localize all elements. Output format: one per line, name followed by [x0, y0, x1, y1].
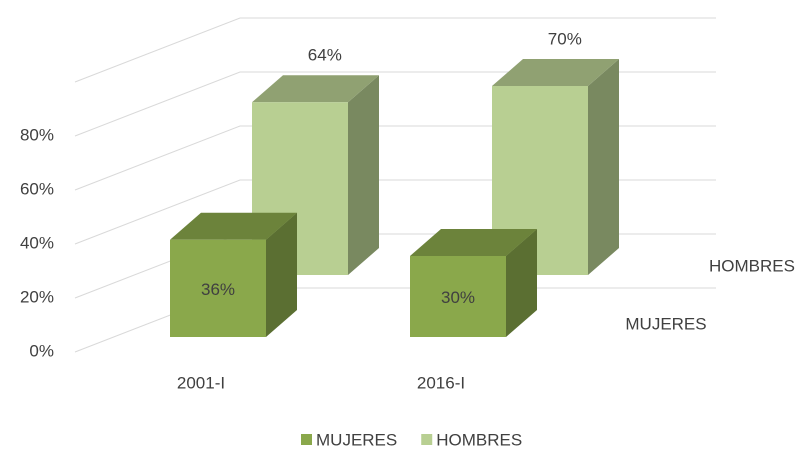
legend-swatch — [301, 434, 312, 445]
y-tick-label: 60% — [20, 179, 54, 198]
bar-top — [492, 59, 619, 86]
grid-line — [74, 17, 716, 83]
bar-side — [266, 212, 297, 337]
y-tick-label: 20% — [20, 287, 54, 306]
y-tick-label: 40% — [20, 233, 54, 252]
bar-top — [252, 75, 379, 103]
legend-label: HOMBRES — [436, 430, 522, 449]
bar-side — [506, 229, 537, 337]
y-tick-label: 0% — [29, 341, 54, 360]
bar — [492, 59, 619, 275]
x-tick-label: 2001-I — [177, 373, 225, 392]
bar-front — [410, 256, 506, 337]
bar-top — [410, 229, 537, 256]
value-label: 30% — [441, 288, 475, 307]
value-label: 70% — [548, 29, 582, 48]
bar-side — [348, 75, 379, 275]
bar-top — [170, 212, 297, 240]
series-axis-label: HOMBRES — [709, 256, 795, 275]
value-label: 36% — [201, 280, 235, 299]
legend-swatch — [421, 434, 433, 445]
x-tick-label: 2016-I — [417, 373, 465, 392]
bar — [410, 229, 537, 337]
bar-front — [492, 86, 588, 275]
value-label: 64% — [308, 46, 342, 65]
bar — [170, 212, 297, 337]
bar-front — [170, 239, 266, 337]
legend-label: MUJERES — [316, 430, 397, 449]
bar-side — [588, 59, 619, 275]
y-tick-label: 80% — [20, 125, 54, 144]
series-axis-label: MUJERES — [625, 314, 706, 333]
